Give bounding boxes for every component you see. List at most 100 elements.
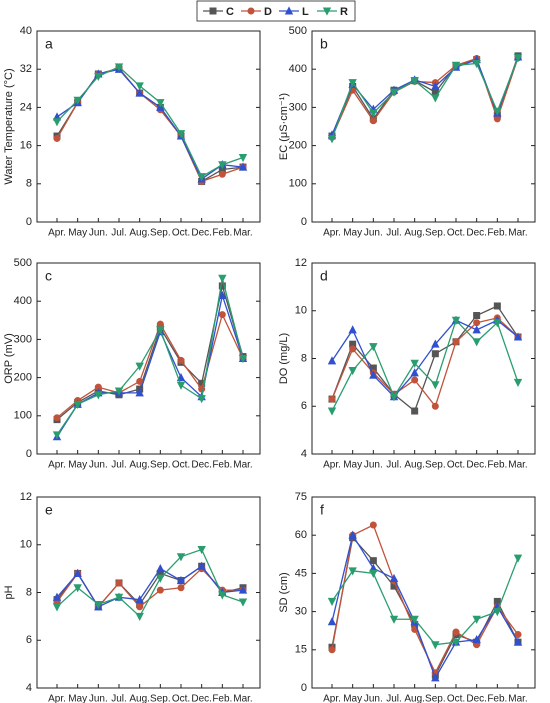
marker [327,407,337,416]
marker [114,387,124,396]
x-tick-label: Aug. [404,460,425,471]
y-axis-label: SD (cm) [278,572,290,612]
marker [411,376,419,384]
marker [410,77,419,86]
marker [238,585,248,594]
marker [431,339,440,348]
marker [114,63,124,72]
plot-frame [36,262,261,455]
y-tick-label: 100 [289,178,307,190]
marker [52,592,62,601]
x-tick-label: Aug. [129,460,150,471]
y-tick-label: 30 [295,606,307,618]
marker [411,407,419,415]
marker [135,88,144,97]
x-tick-label: Mar. [508,228,527,239]
marker [348,366,357,376]
y-tick-label: 4 [26,682,32,694]
x-tick-label: Feb. [487,460,507,471]
x-tick-label: Sep. [150,460,171,471]
marker [197,561,206,570]
marker [197,395,206,404]
y-tick-label: 75 [295,491,307,503]
y-tick-label: 10 [20,539,32,551]
marker [218,170,226,178]
plot-frame [311,30,536,223]
y-tick-label: 8 [26,586,32,598]
marker [218,591,227,600]
marker [114,593,124,602]
panel-label: e [45,502,53,518]
series-line [56,66,244,178]
marker [493,302,501,310]
y-tick-label: 400 [14,295,32,307]
x-tick-label: Dec. [466,228,487,239]
marker [348,325,357,334]
marker [513,54,523,63]
x-tick-label: Jul. [111,228,127,239]
x-tick-label: Dec. [191,228,212,239]
x-tick-label: May [343,460,362,471]
series-line [56,292,244,438]
x-tick-label: Jul. [386,460,402,471]
marker [431,81,440,90]
y-tick-label: 0 [26,216,32,228]
marker [53,414,61,422]
marker [513,378,523,388]
marker [473,312,481,320]
plot-frame [311,262,536,455]
y-tick-label: 4 [301,448,307,460]
marker [53,134,61,142]
y-tick-label: 100 [14,410,32,422]
x-tick-label: Mar. [508,460,527,471]
x-tick-label: Jun. [364,694,383,703]
x-tick-label: Dec. [466,694,487,703]
marker [369,370,378,379]
marker [94,72,103,82]
marker [284,6,294,15]
x-tick-label: Jul. [386,228,402,239]
y-tick-label: 200 [289,140,307,152]
marker [135,595,144,604]
marker [52,431,62,440]
legend-box [196,0,356,22]
y-tick-label: 300 [14,333,32,345]
y-tick-label: 8 [26,178,32,190]
marker [238,598,248,607]
x-tick-label: Jul. [111,460,127,471]
marker [369,521,377,529]
marker [197,546,206,555]
marker [472,325,481,334]
marker [493,107,502,116]
marker [451,638,461,647]
y-axis-label: DO (mg/L) [278,333,290,384]
legend-label: D [264,6,272,18]
y-axis-label: EC (μS·cm⁻¹) [278,93,290,160]
legend-label: R [340,6,348,18]
x-tick-label: May [68,694,87,703]
x-tick-label: Apr. [323,460,341,471]
marker [369,343,378,352]
x-tick-label: May [68,460,87,471]
marker [177,356,185,364]
series-line [56,312,244,419]
x-tick-label: Jun. [89,694,108,703]
series-line [56,68,244,180]
series-line [331,536,519,677]
marker [176,381,186,390]
marker [431,641,440,650]
marker [410,615,419,624]
x-tick-label: Aug. [129,694,150,703]
marker [349,345,357,353]
series-line [56,565,244,608]
x-tick-label: Sep. [150,228,171,239]
marker [431,402,439,410]
marker [73,584,82,593]
marker [431,673,440,682]
x-tick-label: Aug. [129,228,150,239]
series-line [331,317,519,408]
x-tick-label: Oct. [172,460,190,471]
marker [135,612,144,622]
panel-label: c [45,268,52,284]
series-line [331,305,519,413]
